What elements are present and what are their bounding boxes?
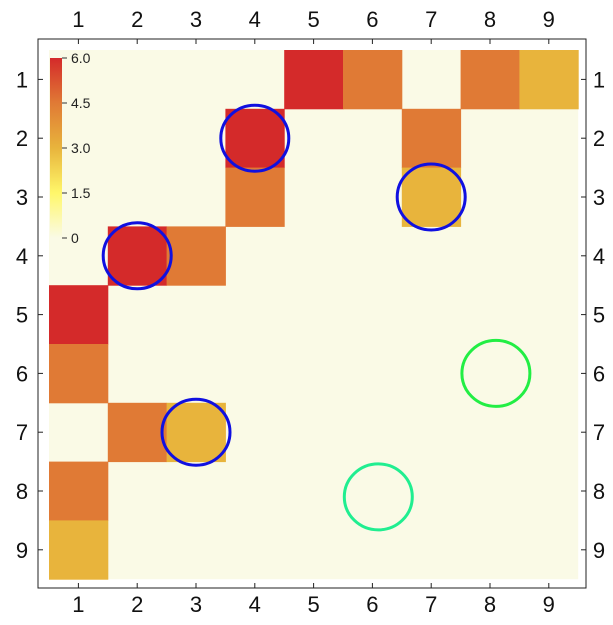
heatmap-cell-r6-c1 <box>49 344 109 404</box>
y-tick-label-left-9: 9 <box>16 538 28 563</box>
y-tick-label-left-1: 1 <box>16 67 28 92</box>
heatmap-cell-r2-c4 <box>225 108 285 169</box>
plot-background <box>49 50 579 580</box>
highlight-circle-4 <box>160 397 232 467</box>
colorbar-tick-label-4: 6.0 <box>71 50 91 66</box>
x-tick-label-top-3: 3 <box>190 7 202 32</box>
y-tick-label-left-8: 8 <box>16 479 28 504</box>
cells-layer <box>49 50 579 580</box>
highlight-circle-2 <box>395 162 467 232</box>
heatmap-cell-r4-c2 <box>107 226 168 286</box>
y-tick-label-right-8: 8 <box>593 479 605 504</box>
x-tick-label-top-4: 4 <box>249 7 261 32</box>
x-tick-label-top-5: 5 <box>307 7 319 32</box>
y-tick-label-left-7: 7 <box>16 420 28 445</box>
heatmap-cell-r5-c1 <box>49 285 109 345</box>
heatmap-cell-r4-c3 <box>166 226 226 286</box>
y-tick-label-left-4: 4 <box>16 244 28 269</box>
colorbar-tick-label-0: 0 <box>71 230 79 246</box>
x-tick-label-top-8: 8 <box>484 7 496 32</box>
x-tick-label-bottom-6: 6 <box>366 592 378 617</box>
x-tick-label-bottom-4: 4 <box>249 592 261 617</box>
heatmap-cell-r9-c1 <box>49 520 109 580</box>
x-tick-label-bottom-8: 8 <box>484 592 496 617</box>
heatmap-cell-r2-c7 <box>401 108 462 169</box>
y-tick-label-left-5: 5 <box>16 303 28 328</box>
y-tick-label-right-1: 1 <box>593 67 605 92</box>
highlight-circle-6 <box>342 462 414 532</box>
plot-frame <box>37 38 587 589</box>
x-tick-label-top-7: 7 <box>425 7 437 32</box>
y-tick-label-left-3: 3 <box>16 185 28 210</box>
x-tick-label-bottom-5: 5 <box>307 592 319 617</box>
y-tick-label-right-5: 5 <box>593 303 605 328</box>
heatmap-cell-r1-c9 <box>519 50 579 110</box>
heatmap-cell-r7-c2 <box>107 402 168 463</box>
heatmap-cell-r3-c7 <box>401 167 462 227</box>
y-tick-label-right-3: 3 <box>593 185 605 210</box>
colorbar: 0 1.5 3.0 4.5 6.0 <box>50 50 91 246</box>
y-tick-label-left-2: 2 <box>16 126 28 151</box>
axes-layer: 1 1 2 2 3 3 4 4 5 5 6 6 7 7 8 8 9 9 1 1 2 2 3 3 4 4 5 5 6 6 7 7 8 8 9 9 <box>16 7 605 617</box>
y-tick-label-right-9: 9 <box>593 538 605 563</box>
highlight-circle-1 <box>219 103 291 173</box>
heatmap-cell-r1-c5 <box>284 50 344 110</box>
colorbar-gradient <box>50 58 62 238</box>
colorbar-tick-label-2: 3.0 <box>71 140 91 156</box>
x-tick-label-bottom-1: 1 <box>72 592 84 617</box>
colorbar-tick-label-3: 4.5 <box>71 95 91 111</box>
heatmap-cell-r1-c6 <box>343 50 403 110</box>
x-tick-label-bottom-7: 7 <box>425 592 437 617</box>
y-tick-label-left-6: 6 <box>16 361 28 386</box>
heatmap-cell-r3-c4 <box>225 167 285 227</box>
heatmap-cell-r8-c1 <box>49 461 109 521</box>
x-tick-label-bottom-3: 3 <box>190 592 202 617</box>
x-tick-label-top-9: 9 <box>543 7 555 32</box>
x-tick-label-top-2: 2 <box>131 7 143 32</box>
x-tick-label-bottom-2: 2 <box>131 592 143 617</box>
y-tick-label-right-6: 6 <box>593 361 605 386</box>
y-tick-label-right-4: 4 <box>593 244 605 269</box>
y-tick-label-right-7: 7 <box>593 420 605 445</box>
x-tick-label-top-1: 1 <box>72 7 84 32</box>
highlight-circle-5 <box>460 338 532 408</box>
heatmap-cell-r1-c8 <box>460 50 520 110</box>
x-tick-label-top-6: 6 <box>366 7 378 32</box>
x-tick-label-bottom-9: 9 <box>543 592 555 617</box>
highlight-circle-3 <box>101 221 173 291</box>
circles-layer <box>101 103 532 532</box>
colorbar-tick-label-1: 1.5 <box>71 185 91 201</box>
heatmap-cell-r7-c3 <box>166 402 226 463</box>
y-tick-label-right-2: 2 <box>593 126 605 151</box>
